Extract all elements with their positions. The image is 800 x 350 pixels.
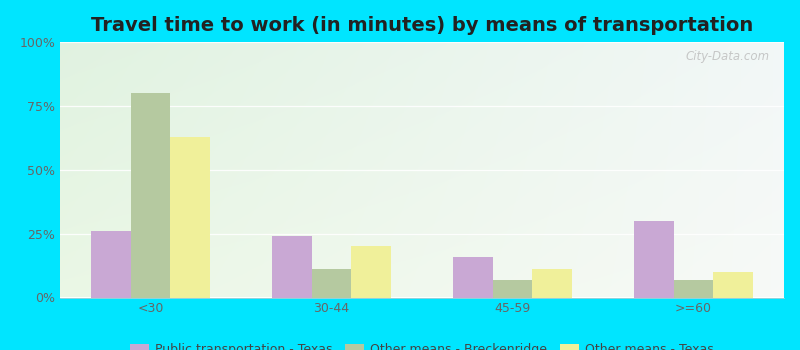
Bar (634, 221, 674, 298)
Bar (272, 236, 311, 298)
Bar (130, 93, 170, 298)
Title: Travel time to work (in minutes) by means of transportation: Travel time to work (in minutes) by mean… (91, 16, 753, 35)
Text: City-Data.com: City-Data.com (686, 50, 770, 63)
Bar (714, 272, 754, 298)
Bar (311, 270, 351, 298)
Bar (533, 270, 572, 298)
Bar (170, 136, 210, 298)
Bar (493, 280, 533, 298)
Bar (351, 246, 391, 298)
Bar (453, 257, 493, 298)
Bar (90, 231, 130, 298)
Bar (674, 280, 714, 298)
Legend: Public transportation - Texas, Other means - Breckenridge, Other means - Texas: Public transportation - Texas, Other mea… (126, 340, 718, 350)
